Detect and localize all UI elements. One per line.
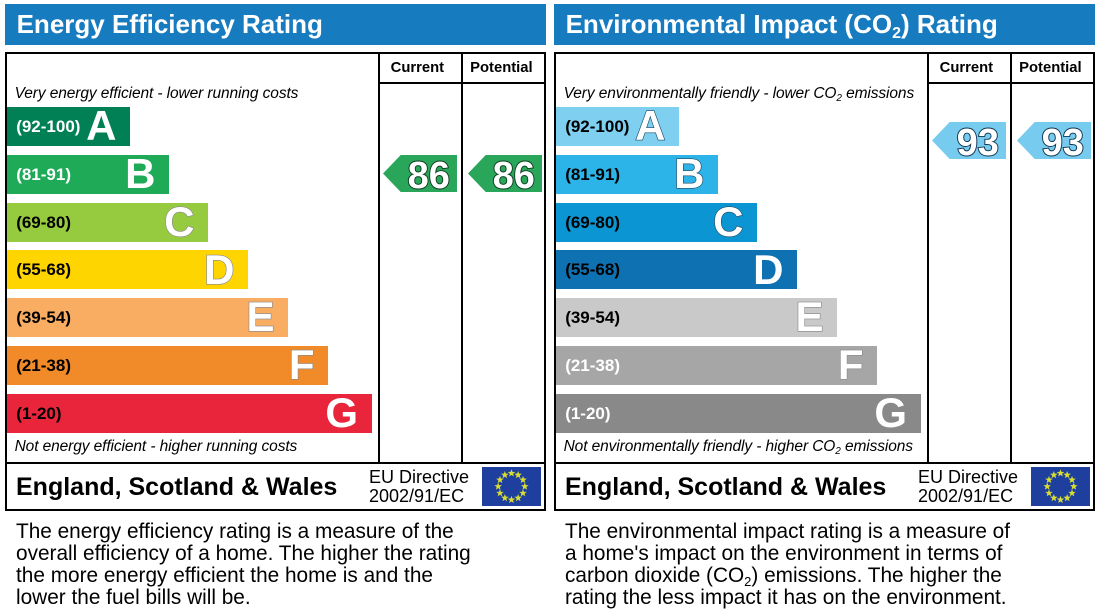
svg-text:93: 93 xyxy=(957,122,999,159)
svg-text:93: 93 xyxy=(1041,122,1083,159)
svg-text:86: 86 xyxy=(408,155,450,192)
svg-text:86: 86 xyxy=(492,155,534,192)
